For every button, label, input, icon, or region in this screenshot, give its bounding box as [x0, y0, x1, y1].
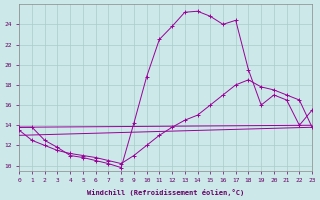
- X-axis label: Windchill (Refroidissement éolien,°C): Windchill (Refroidissement éolien,°C): [87, 189, 244, 196]
